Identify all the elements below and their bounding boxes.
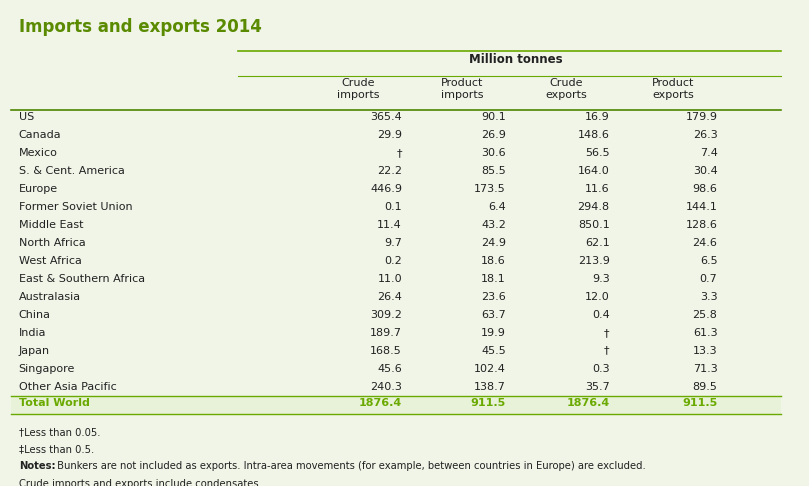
Text: 24.6: 24.6 [693,238,718,248]
Text: 18.1: 18.1 [481,274,506,284]
Text: 446.9: 446.9 [370,184,402,194]
Text: 309.2: 309.2 [371,310,402,320]
Text: 850.1: 850.1 [578,220,610,230]
Text: 30.6: 30.6 [481,148,506,158]
Text: 179.9: 179.9 [685,112,718,122]
Text: 7.4: 7.4 [700,148,718,158]
Text: 11.0: 11.0 [378,274,402,284]
Text: 189.7: 189.7 [370,328,402,338]
Text: 16.9: 16.9 [585,112,610,122]
Text: 29.9: 29.9 [377,130,402,140]
Text: Imports and exports 2014: Imports and exports 2014 [19,18,261,36]
Text: Crude
exports: Crude exports [545,78,587,101]
Text: 0.2: 0.2 [384,256,402,266]
Text: Other Asia Pacific: Other Asia Pacific [19,382,116,392]
FancyBboxPatch shape [11,397,781,414]
Text: Mexico: Mexico [19,148,57,158]
Text: 11.4: 11.4 [377,220,402,230]
Text: China: China [19,310,51,320]
Text: Bunkers are not included as exports. Intra-area movements (for example, between : Bunkers are not included as exports. Int… [54,461,646,471]
Text: 13.3: 13.3 [693,346,718,356]
Text: 6.4: 6.4 [488,202,506,212]
Text: 89.5: 89.5 [693,382,718,392]
Text: 9.3: 9.3 [592,274,610,284]
Text: 11.6: 11.6 [585,184,610,194]
Text: 365.4: 365.4 [371,112,402,122]
Text: 240.3: 240.3 [371,382,402,392]
Text: 9.7: 9.7 [384,238,402,248]
Text: 62.1: 62.1 [585,238,610,248]
Text: Canada: Canada [19,130,61,140]
Text: Japan: Japan [19,346,50,356]
Text: 18.6: 18.6 [481,256,506,266]
Text: 0.1: 0.1 [384,202,402,212]
Text: 1876.4: 1876.4 [359,398,402,408]
Text: S. & Cent. America: S. & Cent. America [19,166,125,176]
Text: †Less than 0.05.: †Less than 0.05. [19,427,100,437]
Text: Former Soviet Union: Former Soviet Union [19,202,133,212]
Text: Million tonnes: Million tonnes [469,53,562,66]
Text: 213.9: 213.9 [578,256,610,266]
Text: 102.4: 102.4 [474,364,506,374]
Text: Australasia: Australasia [19,292,81,302]
Text: 6.5: 6.5 [700,256,718,266]
Text: 45.5: 45.5 [481,346,506,356]
Text: 138.7: 138.7 [474,382,506,392]
Text: Crude imports and exports include condensates.: Crude imports and exports include conden… [19,479,261,486]
Text: Product
imports: Product imports [441,78,483,101]
Text: 1876.4: 1876.4 [566,398,610,408]
Text: 911.5: 911.5 [682,398,718,408]
Text: 30.4: 30.4 [693,166,718,176]
Text: 168.5: 168.5 [371,346,402,356]
Text: 90.1: 90.1 [481,112,506,122]
Text: 45.6: 45.6 [377,364,402,374]
Text: West Africa: West Africa [19,256,82,266]
Text: 26.9: 26.9 [481,130,506,140]
Text: 173.5: 173.5 [474,184,506,194]
Text: Total World: Total World [19,398,90,408]
Text: 23.6: 23.6 [481,292,506,302]
Text: ‡Less than 0.5.: ‡Less than 0.5. [19,445,94,454]
Text: 71.3: 71.3 [693,364,718,374]
Text: 26.4: 26.4 [377,292,402,302]
Text: 911.5: 911.5 [471,398,506,408]
Text: 128.6: 128.6 [685,220,718,230]
Text: Crude
imports: Crude imports [337,78,379,101]
Text: †: † [604,328,610,338]
Text: 25.8: 25.8 [693,310,718,320]
Text: 35.7: 35.7 [585,382,610,392]
Text: †: † [396,148,402,158]
Text: 85.5: 85.5 [481,166,506,176]
Text: 56.5: 56.5 [585,148,610,158]
Text: 61.3: 61.3 [693,328,718,338]
Text: 98.6: 98.6 [693,184,718,194]
Text: 0.4: 0.4 [592,310,610,320]
Text: 12.0: 12.0 [585,292,610,302]
Text: 164.0: 164.0 [578,166,610,176]
Text: 43.2: 43.2 [481,220,506,230]
Text: US: US [19,112,34,122]
Text: 0.3: 0.3 [592,364,610,374]
Text: †: † [604,346,610,356]
Text: 3.3: 3.3 [700,292,718,302]
Text: 22.2: 22.2 [377,166,402,176]
Text: North Africa: North Africa [19,238,86,248]
Text: India: India [19,328,46,338]
Text: East & Southern Africa: East & Southern Africa [19,274,145,284]
Text: Notes:: Notes: [19,461,55,471]
Text: Europe: Europe [19,184,58,194]
Text: Product
exports: Product exports [652,78,695,101]
Text: 144.1: 144.1 [685,202,718,212]
Text: 294.8: 294.8 [578,202,610,212]
Text: Singapore: Singapore [19,364,75,374]
Text: 19.9: 19.9 [481,328,506,338]
Text: 63.7: 63.7 [481,310,506,320]
Text: 26.3: 26.3 [693,130,718,140]
Text: 148.6: 148.6 [578,130,610,140]
Text: 0.7: 0.7 [700,274,718,284]
Text: 24.9: 24.9 [481,238,506,248]
Text: Middle East: Middle East [19,220,83,230]
